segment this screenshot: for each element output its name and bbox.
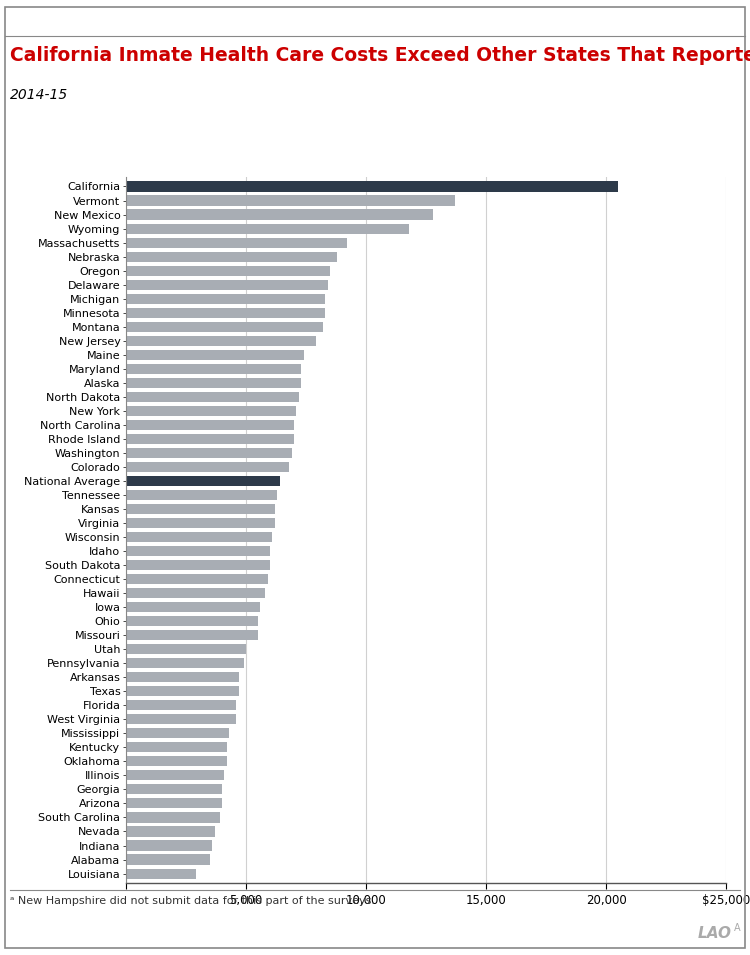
Bar (126, 293, 326, 304)
Bar (126, 560, 270, 570)
Bar (126, 238, 347, 247)
Bar (126, 251, 338, 262)
Bar (126, 714, 236, 725)
Bar (126, 209, 433, 220)
Bar (126, 771, 224, 780)
Bar (126, 546, 270, 556)
Bar (126, 434, 294, 444)
Bar (126, 532, 272, 542)
Bar (126, 784, 222, 795)
Bar (126, 223, 410, 234)
Bar (126, 729, 230, 738)
Bar (126, 742, 226, 753)
Bar (126, 196, 454, 205)
Bar (126, 406, 296, 415)
Bar (126, 462, 290, 472)
Text: 2014-15: 2014-15 (10, 88, 68, 102)
Bar (126, 265, 330, 276)
Bar (126, 504, 274, 514)
Bar (126, 574, 268, 584)
Bar (126, 672, 238, 682)
Bar (126, 181, 618, 192)
Bar (126, 322, 322, 331)
Bar (126, 826, 214, 837)
Bar (126, 448, 292, 458)
Bar (126, 798, 222, 809)
Text: LAO: LAO (698, 926, 731, 942)
Text: Figure 1: Figure 1 (21, 15, 80, 29)
Bar (126, 645, 246, 654)
Bar (126, 364, 302, 373)
Bar (126, 616, 258, 626)
Bar (126, 855, 210, 864)
Bar (126, 490, 278, 500)
Bar (126, 602, 260, 612)
Bar (126, 308, 326, 318)
Bar (126, 476, 280, 486)
Bar (126, 518, 274, 528)
Bar (126, 280, 328, 289)
Bar (126, 840, 212, 851)
Bar (126, 687, 238, 696)
Text: ᵃ New Hampshire did not submit data for this part of the surveys.: ᵃ New Hampshire did not submit data for … (10, 896, 375, 905)
Bar (126, 378, 302, 388)
Bar (126, 420, 294, 430)
Bar (126, 868, 196, 879)
Text: A: A (734, 923, 741, 932)
Bar (126, 336, 316, 346)
Bar (126, 588, 266, 598)
Bar (126, 350, 304, 360)
Bar (126, 392, 298, 402)
Text: California Inmate Health Care Costs Exceed Other States That Reported Dataa: California Inmate Health Care Costs Exce… (10, 46, 750, 65)
Bar (126, 630, 258, 640)
Bar (126, 813, 220, 822)
Bar (126, 658, 244, 668)
Bar (126, 756, 226, 767)
Bar (126, 700, 236, 711)
